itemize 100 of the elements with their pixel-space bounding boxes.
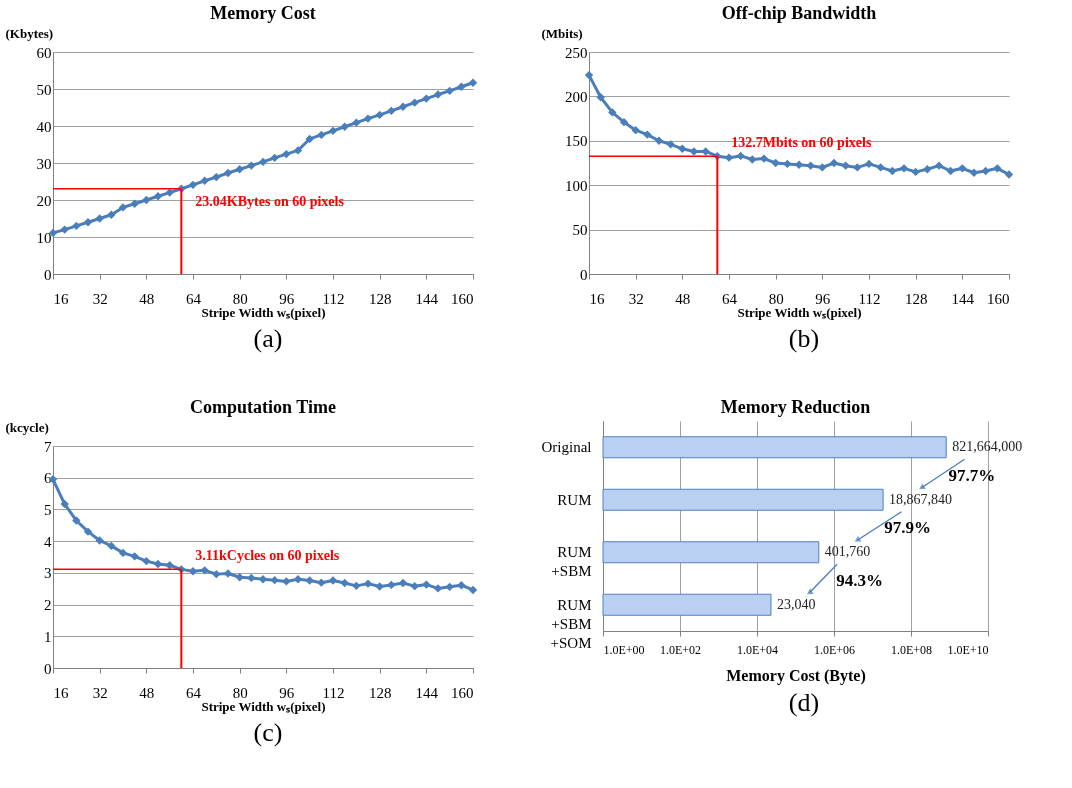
point <box>666 140 675 149</box>
y-tick-label: 50 <box>572 222 588 239</box>
point <box>818 163 827 172</box>
point <box>923 165 932 174</box>
data-label: 401,760 <box>824 544 871 560</box>
x-tick-label: 160 <box>451 290 474 307</box>
x-tick-label: 16 <box>53 684 69 701</box>
point <box>387 580 396 590</box>
x-tick-label: 160 <box>451 684 474 701</box>
point <box>457 82 466 91</box>
point <box>118 548 128 558</box>
point <box>445 582 454 591</box>
point <box>1004 170 1014 179</box>
point <box>736 151 745 161</box>
point <box>958 164 967 173</box>
point <box>468 78 478 87</box>
point <box>352 581 361 591</box>
x-tick-label: 1.0E+02 <box>659 642 702 657</box>
point <box>433 90 443 99</box>
point <box>235 165 244 174</box>
chart-title: Memory Reduction <box>720 397 871 417</box>
point <box>293 575 303 584</box>
y-tick-label: RUM +SBM +SOM <box>550 596 592 651</box>
point <box>130 199 139 208</box>
point <box>165 561 174 570</box>
x-tick-label: 80 <box>768 290 784 307</box>
x-tick-label: 64 <box>186 290 202 307</box>
point <box>596 93 605 102</box>
annotation: 23.04KBytes on 60 pixels <box>195 193 345 209</box>
point <box>340 122 349 131</box>
text: (c) <box>252 718 284 748</box>
x-tick-label: 128 <box>904 290 928 307</box>
point <box>258 157 268 167</box>
point <box>83 527 93 536</box>
text: (a) <box>252 324 284 354</box>
point <box>457 581 466 590</box>
y-tick-label: 7 <box>44 438 52 455</box>
y-tick-label: 100 <box>565 177 588 194</box>
point <box>375 582 384 591</box>
point <box>911 167 920 177</box>
point <box>305 134 314 144</box>
point <box>934 161 944 170</box>
y-tick-label: 2 <box>44 597 52 614</box>
point <box>363 579 373 588</box>
text: (b) <box>787 324 821 354</box>
point <box>969 168 979 177</box>
point <box>305 576 314 585</box>
x-tick-label: 16 <box>53 290 69 307</box>
y-tick-label: 150 <box>565 133 588 150</box>
point <box>724 153 734 162</box>
chart-title: Computation Time <box>190 397 336 417</box>
chart-title: Memory Cost <box>210 3 316 23</box>
point <box>841 161 850 170</box>
point <box>748 155 757 164</box>
point <box>107 210 116 219</box>
point <box>282 149 291 159</box>
y-tick-label: 20 <box>36 192 52 209</box>
x-axis-title: Stripe Width wₛ(pixel) <box>201 304 326 320</box>
point <box>410 581 419 591</box>
point <box>445 86 454 96</box>
x-tick-label: 80 <box>232 684 248 701</box>
point <box>946 166 955 176</box>
point <box>293 146 303 155</box>
point <box>223 569 233 578</box>
point <box>608 108 617 117</box>
point <box>72 221 81 231</box>
x-tick-label: 96 <box>815 290 831 307</box>
x-axis-title: Stripe Width wₛ(pixel) <box>737 304 862 320</box>
y-tick-label: 0 <box>44 660 52 677</box>
point <box>247 161 256 170</box>
x-tick-label: 48 <box>675 290 691 307</box>
point <box>142 195 151 205</box>
y-tick-label: Original <box>541 439 592 456</box>
annotation: 132.7Mbits on 60 pixels <box>731 135 872 151</box>
point <box>853 163 862 172</box>
y-tick-label: 60 <box>36 44 52 61</box>
point <box>107 541 116 551</box>
annotation: 97.9% <box>884 518 931 538</box>
point <box>433 584 443 593</box>
point <box>118 203 128 212</box>
point <box>317 130 326 140</box>
point <box>247 573 256 583</box>
x-tick-label: 32 <box>628 290 644 307</box>
point <box>212 172 221 182</box>
x-tick-label: 112 <box>322 684 345 701</box>
x-tick-label: 112 <box>858 290 881 307</box>
point <box>387 106 396 116</box>
point <box>200 176 209 185</box>
x-tick-label: 144 <box>415 290 439 307</box>
point <box>654 136 664 145</box>
x-tick-label: 96 <box>279 290 295 307</box>
point <box>72 516 81 525</box>
y-tick-label: 1 <box>44 628 52 645</box>
point <box>631 125 640 135</box>
point <box>223 168 233 178</box>
point <box>398 102 408 111</box>
data-label: 821,664,000 <box>952 439 1023 455</box>
y-tick-label: 10 <box>36 229 52 246</box>
x-tick-label: 80 <box>232 290 248 307</box>
point <box>899 164 909 173</box>
